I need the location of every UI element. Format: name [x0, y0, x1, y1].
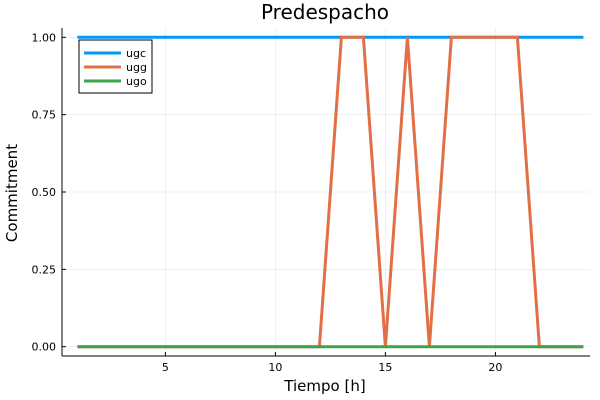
y-axis-label: Commitment — [3, 144, 21, 242]
y-tick-label: 0.75 — [32, 109, 57, 122]
y-tick-label: 0.00 — [32, 341, 57, 354]
x-tick-label: 10 — [268, 361, 282, 374]
legend-label-ugo: ugo — [126, 75, 147, 88]
x-axis-label: Tiempo [h] — [283, 377, 365, 395]
legend-label-ugc: ugc — [126, 47, 146, 60]
x-tick-label: 20 — [488, 361, 502, 374]
x-tick-label: 15 — [378, 361, 392, 374]
y-tick-label: 0.25 — [32, 263, 57, 276]
x-tick-label: 5 — [162, 361, 169, 374]
legend-label-ugg: ugg — [126, 61, 147, 74]
y-tick-label: 1.00 — [32, 31, 57, 44]
chart-title: Predespacho — [261, 0, 389, 24]
y-tick-label: 0.50 — [32, 186, 57, 199]
